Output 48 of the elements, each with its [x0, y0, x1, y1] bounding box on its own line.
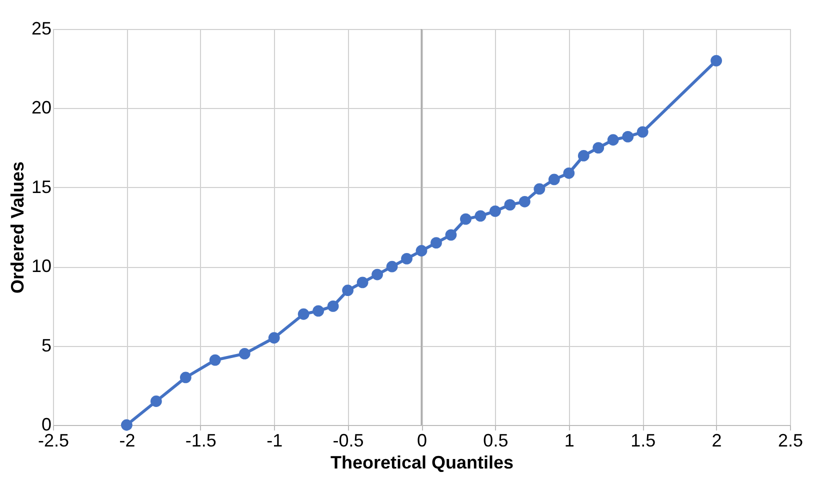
y-tick-label: 5 [41, 335, 52, 356]
point [386, 260, 398, 272]
x-tick-label: -1 [266, 430, 283, 450]
x-tick-label: 2.5 [778, 430, 804, 450]
x-tick-label: 0 [416, 430, 428, 450]
point [298, 308, 310, 320]
point [578, 150, 590, 162]
point [534, 183, 546, 195]
point [710, 54, 722, 66]
point [518, 196, 530, 208]
point [607, 134, 619, 146]
point [356, 276, 368, 288]
point [180, 372, 192, 384]
point [238, 348, 250, 360]
point [548, 174, 560, 186]
point [342, 284, 354, 296]
point [474, 210, 486, 222]
x-axis-title: Theoretical Quantiles [330, 452, 514, 472]
x-tick-label: 2 [712, 430, 722, 450]
point [401, 252, 412, 264]
x-tick-label: 1 [564, 430, 574, 450]
x-tick-label: 1.5 [630, 430, 656, 450]
x-tick-label: -2 [119, 430, 136, 450]
point [416, 245, 428, 256]
point [268, 332, 280, 344]
point [490, 205, 501, 217]
x-tick-label: 0.5 [483, 430, 508, 450]
point [430, 237, 442, 249]
point [504, 199, 516, 211]
y-tick-label: 25 [31, 18, 52, 38]
x-tick-label: -1.5 [185, 430, 216, 450]
y-axis-title: Ordered Values [7, 161, 28, 294]
x-tick-label: -0.5 [332, 430, 364, 450]
point [445, 229, 457, 241]
point [636, 126, 648, 138]
y-tick-label: 20 [31, 98, 52, 118]
point [312, 305, 324, 317]
point [592, 142, 604, 154]
point [327, 300, 339, 312]
point [563, 167, 575, 179]
point [372, 268, 383, 280]
point [150, 396, 162, 407]
y-tick-label: 15 [31, 176, 52, 197]
y-tick-label: 10 [31, 256, 52, 276]
point [622, 131, 634, 142]
point [209, 354, 221, 366]
point [460, 213, 472, 225]
point [121, 419, 132, 431]
